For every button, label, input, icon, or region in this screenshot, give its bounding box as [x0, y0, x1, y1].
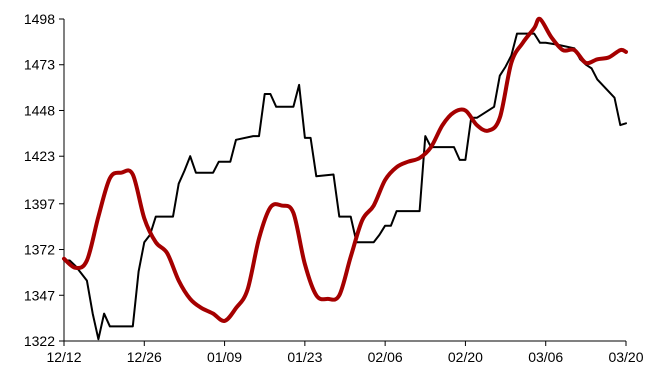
y-tick-label: 1347 [24, 287, 55, 303]
x-tick-label: 03/20 [608, 349, 643, 365]
y-tick-label: 1322 [24, 333, 55, 349]
x-tick-label: 01/23 [287, 349, 322, 365]
x-tick-label: 12/26 [127, 349, 162, 365]
series-line-2 [62, 16, 628, 323]
y-tick-label: 1423 [24, 148, 55, 164]
y-axis: 1322 1347 1372 1397 1423 1448 1473 1498 [24, 11, 65, 349]
x-tick-label: 12/12 [46, 349, 81, 365]
y-tick-label: 1473 [24, 57, 55, 73]
x-tick-label: 02/20 [448, 349, 483, 365]
y-tick-label: 1448 [24, 102, 55, 118]
x-tick-label: 03/06 [528, 349, 563, 365]
series-line-1 [63, 32, 627, 341]
x-axis: 12/12 12/26 01/09 01/23 02/06 02/20 03/06 03/20 [46, 340, 644, 365]
y-tick-label: 1397 [24, 196, 55, 212]
x-tick-label: 02/06 [368, 349, 403, 365]
plot-area [62, 16, 628, 341]
y-tick-label: 1498 [24, 11, 55, 27]
x-tick-label: 01/09 [207, 349, 242, 365]
y-tick-label: 1372 [24, 242, 55, 258]
